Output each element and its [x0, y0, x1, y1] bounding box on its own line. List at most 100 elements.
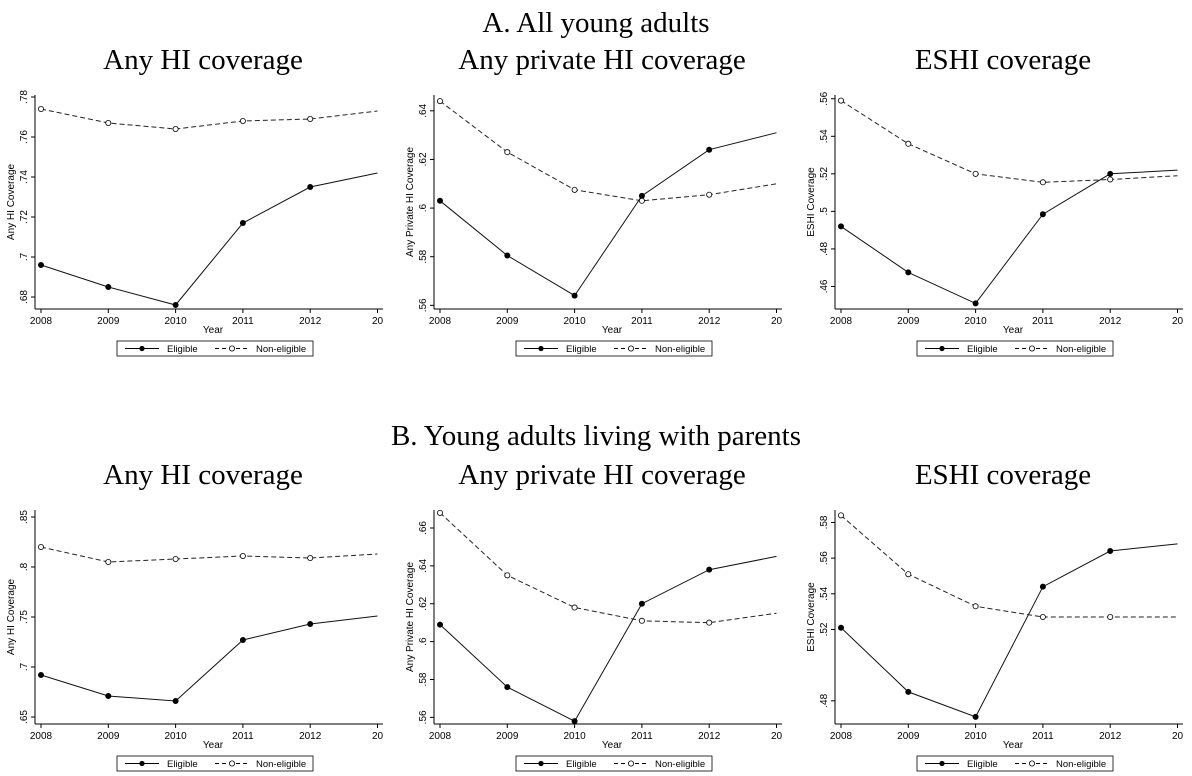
chart6-point-non-eligible	[838, 512, 845, 519]
chart2-x-tick-label: 20	[771, 316, 783, 327]
chart1-legend-eligible-marker	[139, 345, 145, 352]
chart4-x-tick-label: 2010	[164, 731, 187, 742]
chart2-legend-eligible-marker	[538, 345, 544, 352]
chart5-legend-non-eligible-marker	[628, 760, 635, 767]
chart4-x-axis-label: Year	[203, 740, 224, 751]
chart1-x-tick-label: 2008	[30, 316, 53, 327]
chart3-legend-non-eligible-label: Non-eligible	[1056, 344, 1106, 355]
chart1-point-non-eligible	[307, 116, 314, 123]
chart1-point-non-eligible	[105, 120, 112, 127]
chart4-legend: Eligible Non-eligible	[116, 755, 314, 772]
chart5-y-tick-label: .56	[418, 710, 429, 724]
chart4-x-tick-label: 2011	[232, 731, 254, 742]
chart2-point-non-eligible	[706, 191, 713, 198]
chart5: Any private HI coverage .56 .58 .6 .62 .64 .66…	[405, 459, 783, 772]
chart5-x-axis-label: Year	[602, 740, 623, 751]
chart3-legend-eligible-marker	[939, 345, 945, 352]
chart4-point-non-eligible	[307, 555, 314, 562]
chart4-point-eligible	[239, 637, 246, 644]
chart1-point-eligible	[38, 261, 45, 268]
chart4-y-tick-label: .8	[19, 562, 30, 571]
chart1-point-eligible	[239, 219, 246, 226]
chart3-point-non-eligible	[1039, 179, 1046, 186]
chart1-x-tick-label: 2009	[97, 316, 120, 327]
chart1-y-tick-label: .68	[19, 290, 30, 304]
chart2-y-tick-label: .56	[418, 298, 429, 312]
chart3-point-eligible	[1039, 211, 1046, 218]
chart3-legend-non-eligible-marker	[1029, 345, 1036, 352]
chart4-legend-eligible-marker	[139, 760, 145, 767]
chart1-series-non-eligible-line	[40, 108, 378, 130]
chart1-point-eligible	[172, 301, 179, 308]
chart5-x-tick-label: 20	[771, 731, 783, 742]
chart5-legend-eligible-marker	[538, 760, 544, 767]
chart5-legend-eligible-label: Eligible	[566, 759, 597, 770]
chart1-y-tick-label: .74	[19, 170, 30, 184]
chart3-point-non-eligible	[905, 140, 912, 147]
chart2-x-tick-label: 2011	[631, 316, 653, 327]
chart6-series-non-eligible-line	[840, 515, 1178, 618]
chart2-point-eligible	[638, 192, 645, 199]
chart3-point-non-eligible	[1107, 176, 1114, 183]
chart3-legend: Eligible Non-eligible	[916, 340, 1114, 357]
chart3-x-axis-label: Year	[1003, 325, 1024, 336]
chart6-plot-area	[838, 512, 1178, 720]
chart5-title: Any private HI coverage	[458, 459, 745, 491]
chart5-x-tick-label: 2009	[496, 731, 519, 742]
chart5-x-tick-label: 2011	[631, 731, 653, 742]
chart3-y-tick-label: .5	[819, 207, 830, 216]
chart3-x-tick-label: 2012	[1099, 316, 1122, 327]
chart4-y-tick-label: .65	[19, 710, 30, 724]
chart5-point-eligible	[504, 684, 511, 691]
chart2-y-tick-label: .64	[418, 103, 429, 117]
chart6-title: ESHI coverage	[915, 459, 1091, 491]
chart2-point-eligible	[504, 252, 511, 259]
chart6-point-non-eligible	[1107, 614, 1114, 621]
chart2-y-axis-label: Any Private HI Coverage	[405, 147, 416, 257]
chart6-legend-eligible-marker	[939, 760, 945, 767]
chart5-legend-non-eligible-label: Non-eligible	[655, 759, 705, 770]
chart1-legend-non-eligible-marker	[228, 345, 235, 352]
chart3: ESHI coverage .46 .48 .5 .52 .54 .56 2008 2009 20…	[806, 44, 1184, 357]
chart4-point-non-eligible	[105, 559, 112, 566]
chart6-x-tick-label: 20	[1172, 731, 1184, 742]
chart3-point-eligible	[972, 300, 979, 307]
chart6: ESHI coverage .48 .52 .54 .56 .58 2008 2009 2010…	[806, 459, 1184, 772]
chart1-title: Any HI coverage	[103, 44, 303, 76]
chart1-point-eligible	[307, 183, 314, 190]
chart1-point-non-eligible	[172, 126, 179, 133]
chart3-point-eligible	[838, 223, 845, 230]
chart1-point-non-eligible	[239, 118, 246, 125]
chart3-x-tick-label: 2010	[964, 316, 987, 327]
chart6-y-tick-label: .48	[819, 693, 830, 707]
chart1-x-tick-label: 2012	[299, 316, 322, 327]
chart2-x-tick-label: 2008	[429, 316, 452, 327]
chart5-series-eligible-line	[439, 555, 777, 722]
chart4-x-tick-label: 2009	[97, 731, 120, 742]
chart6-x-tick-label: 2008	[830, 731, 853, 742]
chart5-series-non-eligible-line	[439, 512, 777, 624]
chart1: Any HI coverage .68 .7 .72 .74 .76 .78 2008 2009…	[6, 44, 383, 357]
chart6-x-tick-label: 2012	[1099, 731, 1122, 742]
chart6-point-eligible	[972, 713, 979, 720]
chart5-x-tick-label: 2012	[698, 731, 721, 742]
chart1-y-tick-label: .72	[19, 210, 30, 224]
chart5-y-tick-label: .6	[418, 637, 429, 646]
chart2-title: Any private HI coverage	[458, 44, 745, 76]
chart3-plot-area	[838, 97, 1178, 307]
chart3-legend-eligible-label: Eligible	[967, 344, 998, 355]
chart6-legend-eligible-label: Eligible	[967, 759, 998, 770]
chart6-y-tick-label: .58	[819, 515, 830, 529]
chart1-y-tick-label: .7	[19, 252, 30, 261]
chart6-point-eligible	[1107, 548, 1114, 555]
panel-a-title: A. All young adults	[482, 7, 709, 39]
chart2-y-tick-label: .58	[418, 249, 429, 263]
chart3-x-tick-label: 20	[1172, 316, 1184, 327]
chart6-legend: Eligible Non-eligible	[916, 755, 1114, 772]
chart6-point-eligible	[838, 624, 845, 631]
chart4-y-tick-label: .7	[19, 662, 30, 671]
chart4-point-eligible	[105, 693, 112, 700]
chart4-x-tick-label: 20	[372, 731, 384, 742]
chart1-legend-eligible-label: Eligible	[167, 344, 198, 355]
